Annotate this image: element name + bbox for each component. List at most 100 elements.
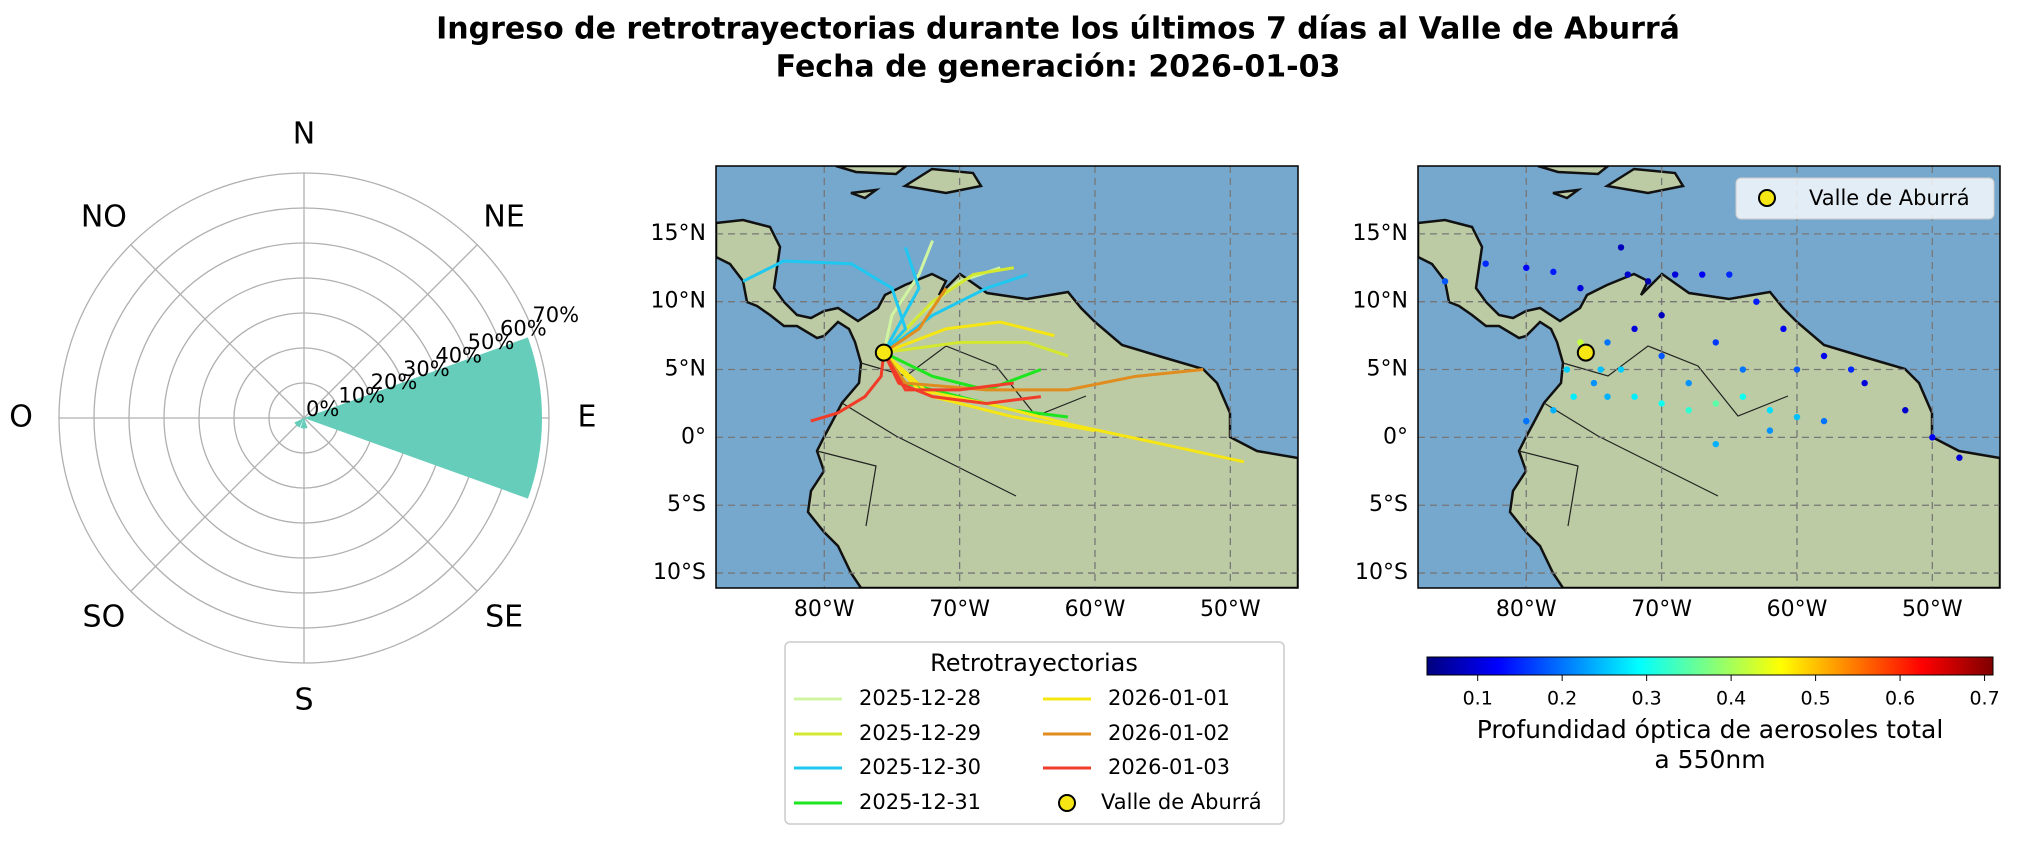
x-tick-label: 80°W [794,597,855,622]
aod-point [1482,260,1489,267]
aod-point [1577,284,1584,292]
radial-tick-label: 0% [306,397,339,421]
legend-marker [1758,189,1776,207]
legend-label: 2025-12-31 [859,790,981,814]
station-marker [1576,343,1595,362]
aod-point [1739,366,1747,373]
direction-label: E [578,400,597,435]
y-tick-label: 5°S [667,492,706,517]
colorbar-tick-label: 0.3 [1632,688,1662,710]
wedge [294,418,304,428]
colorbar-tick-label: 0.7 [1969,688,1999,710]
aod-point [1550,268,1557,276]
direction-label: S [294,683,313,718]
aod-point [1793,413,1801,421]
aod-point [1658,312,1665,319]
aod-point [1604,339,1611,346]
aod-point [1671,271,1679,278]
legend-label: Valle de Aburrá [1101,790,1262,814]
radial-tick-label: 70% [532,303,579,327]
colorbar [1426,656,1994,676]
aod-point [1563,366,1571,373]
aod-point [1644,278,1652,285]
aod-point [1712,400,1719,407]
figure-title: Ingreso de retrotrayectorias durante los… [436,12,1680,47]
y-tick-label: 10°S [1355,560,1408,585]
radial-tick-label: 20% [371,370,418,394]
x-tick-label: 50°W [1200,597,1261,622]
y-tick-label: 10°N [651,289,706,314]
legend-label: 2025-12-28 [859,686,981,710]
y-tick-label: 0° [681,424,706,449]
aod-point [1658,400,1665,407]
aod-point [1590,379,1598,387]
aod-point [1793,366,1801,373]
colorbar-tick-label: 0.4 [1716,688,1746,710]
aod-point [1624,271,1631,278]
trajectory [742,246,1028,354]
map-background [716,166,1298,588]
aod-point [1685,407,1692,414]
aod-point [1753,298,1760,305]
aod-point [1766,407,1774,414]
legend-box [784,641,1285,825]
aod-point [1658,352,1665,360]
x-tick-label: 50°W [1902,597,1963,622]
y-tick-label: 0° [1383,424,1408,449]
radial-tick-label: 30% [403,357,450,381]
aod-point [1523,417,1530,425]
aod-point [1631,325,1638,333]
legend-label: 2025-12-30 [859,755,981,779]
y-tick-label: 5°N [665,357,706,382]
legend-title: Retrotrayectorias [930,649,1138,677]
aod-point [1902,407,1909,414]
aod-point [1956,454,1963,461]
trajectory [882,266,1069,358]
aod-point [1739,393,1747,400]
aod-point [1766,427,1774,434]
colorbar-tick-label: 0.2 [1547,688,1577,710]
aod-point [1726,271,1733,278]
station-marker [874,343,893,362]
direction-label: N [293,117,315,152]
x-tick-label: 60°W [1767,597,1828,622]
y-tick-label: 5°N [1367,357,1408,382]
aod-point [1699,271,1706,278]
colorbar-label: Profundidad óptica de aerosoles total [1477,715,1944,744]
radial-tick-label: 40% [435,343,482,367]
aod-point [1712,339,1719,346]
aod-point [1617,244,1625,251]
radial-tick-label: 10% [338,384,385,408]
aod-point [1685,379,1692,387]
radial-tick-label: 50% [468,330,515,354]
colorbar-label: a 550nm [1654,745,1765,774]
aod-point [1550,407,1557,414]
x-tick-label: 70°W [1631,597,1692,622]
legend-label: 2026-01-01 [1108,686,1230,710]
legend-label: 2026-01-02 [1108,721,1230,745]
aod-point [1570,393,1577,400]
aod-point [1631,393,1638,400]
aod-point [1441,278,1449,285]
map-frame [715,165,1299,589]
legend-box [1735,177,1995,220]
spoke [303,417,478,592]
radial-tick-label: 60% [500,317,547,341]
legend-label: 2026-01-03 [1108,755,1230,779]
aod-point [1523,264,1530,271]
aod-point [1929,434,1936,441]
wedge [304,337,543,499]
spoke [130,244,305,419]
colorbar-tick-label: 0.5 [1800,688,1830,710]
aod-point [1617,366,1625,373]
legend-marker [1058,794,1076,812]
wedge [300,418,308,429]
x-tick-label: 80°W [1496,597,1557,622]
aod-point [1604,393,1611,400]
spoke [130,417,305,592]
x-tick-label: 60°W [1065,597,1126,622]
trajectory [810,351,1042,423]
colorbar-tick-label: 0.6 [1885,688,1915,710]
